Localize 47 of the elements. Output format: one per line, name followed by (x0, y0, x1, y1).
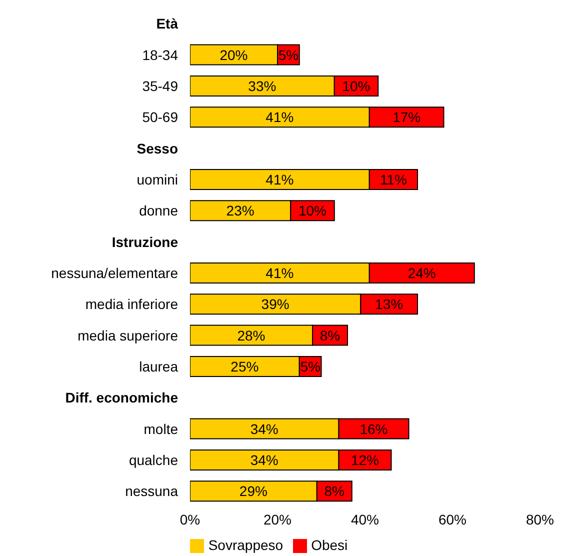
data-label: 34% (250, 452, 278, 468)
y-tick-label: uomini (136, 171, 178, 188)
y-tick-label: Istruzione (112, 234, 178, 250)
data-label: 41% (266, 109, 294, 126)
data-label: 29% (239, 483, 268, 500)
x-tick-label: 60% (438, 512, 467, 528)
data-label: 28% (237, 327, 266, 344)
data-label: 5% (300, 358, 320, 374)
y-tick-label: molte (144, 420, 178, 437)
data-label: 12% (350, 452, 380, 468)
data-label: 41% (266, 264, 294, 281)
data-label: 11% (380, 171, 407, 188)
data-label: 41% (266, 171, 294, 188)
y-tick-label: donne (139, 202, 178, 219)
data-label: 20% (220, 46, 248, 63)
data-label: 10% (342, 78, 370, 94)
data-label: 16% (360, 420, 388, 437)
data-label: 33% (248, 78, 276, 94)
y-tick-label: nessuna (125, 483, 178, 500)
y-tick-label: Diff. economiche (65, 390, 178, 406)
data-label: 10% (298, 202, 327, 219)
data-label: 34% (250, 420, 278, 437)
data-label: 23% (226, 202, 254, 219)
data-label: 8% (324, 483, 344, 500)
x-tick-label: 20% (263, 512, 292, 528)
data-label: 25% (230, 358, 259, 374)
x-tick-label: 80% (526, 512, 554, 528)
y-tick-label: media inferiore (85, 296, 178, 312)
legend-label: Sovrappeso (208, 536, 284, 553)
x-tick-label: 40% (350, 512, 380, 528)
data-label: 5% (278, 46, 299, 63)
y-tick-label: Sesso (136, 140, 178, 156)
y-tick-label: laurea (139, 358, 178, 374)
y-tick-label: 35-49 (142, 78, 178, 94)
data-label: 17% (392, 109, 421, 126)
y-tick-label: media superiore (78, 327, 178, 344)
y-tick-label: 18-34 (142, 46, 178, 63)
data-label: 39% (261, 296, 290, 312)
legend-label: Obesi (311, 536, 348, 553)
data-label: 13% (375, 296, 404, 312)
data-label: 8% (320, 327, 340, 344)
y-tick-label: 50-69 (142, 109, 178, 126)
data-label: 24% (408, 264, 436, 281)
y-tick-label: qualche (128, 452, 178, 468)
y-tick-label: nessuna/elementare (51, 264, 178, 281)
y-tick-label: Età (156, 16, 178, 32)
x-tick-label: 0% (180, 512, 200, 528)
